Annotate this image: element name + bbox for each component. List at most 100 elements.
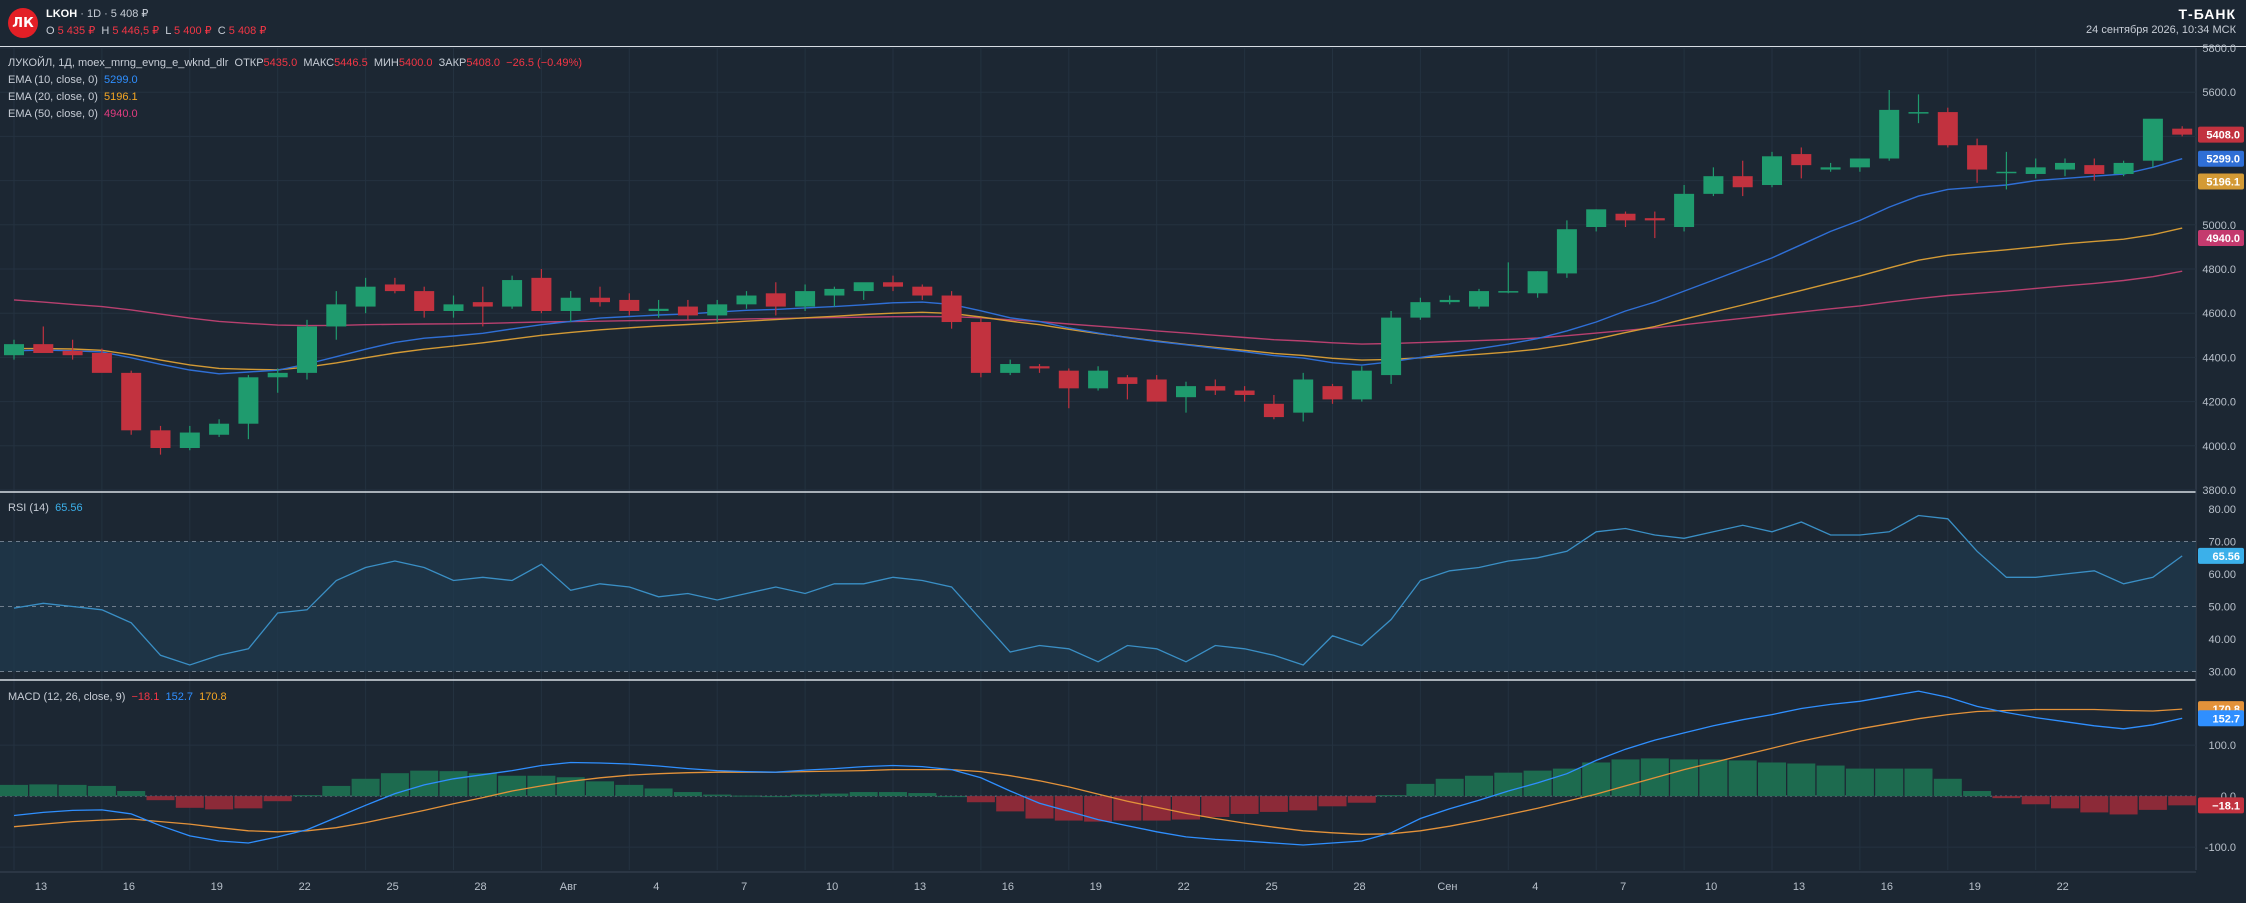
candle-body [970,322,991,373]
rsi-line [13,514,2183,666]
macd-tick-label: -100.0 [2205,842,2236,854]
macd-hist-bar [966,796,995,803]
ema20-tag: 5196.1 [2206,176,2240,188]
candle-body [707,304,728,316]
macd-hist-bar [820,793,849,797]
rsi-label: RSI (14) [8,502,49,514]
rsi-tag: 65.56 [2212,551,2240,563]
time-tick-label: 28 [1353,881,1365,893]
candle-body [736,295,757,305]
time-tick-label: 7 [1620,881,1626,893]
macd-hist-bar [1377,795,1406,797]
last-price-tag: 5408.0 [2206,130,2240,142]
change-value: −26.5 (−0.49%) [506,57,582,69]
candle-body [795,291,816,307]
candle-body [912,286,933,296]
candle-body [2172,128,2193,135]
timeframe[interactable]: · 1D · [80,8,108,20]
header-datetime: 24 сентября 2026, 10:34 МСК [2086,24,2236,36]
open-label: ОТКР [234,57,264,69]
macd-label: MACD (12, 26, close, 9) [8,691,126,703]
candle-body [1703,176,1724,194]
candle-body [883,282,903,287]
candle-body [1088,370,1109,389]
ema10-value: 5299.0 [104,74,138,86]
ema50-legend[interactable]: EMA (50, close, 0) 4940.0 [8,108,138,120]
macd-hist-bar [293,795,321,797]
price-legend[interactable]: ЛУКОЙЛ, 1Д, moex_mrng_evng_e_wknd_dlr ОТ… [8,57,582,69]
candle-body [1234,390,1255,395]
macd-hist-bar [644,788,673,797]
time-tick-label: 19 [1090,881,1102,893]
ema10-tag: 5299.0 [2206,154,2240,166]
rsi-legend[interactable]: RSI (14) 65.56 [8,502,83,514]
time-tick-label: 28 [474,881,486,893]
candle-body [1615,213,1636,221]
candle-body [1381,317,1402,376]
candle-body [648,308,669,311]
candle-body [150,430,171,449]
macd-hist-bar [1230,796,1259,814]
time-tick-label: 19 [1969,881,1981,893]
macd-hist-bar [1113,796,1142,821]
macd-hist-bar [1787,763,1816,797]
candle-body [1762,156,1782,186]
time-tick-label: Сен [1437,881,1457,893]
macd-hist-bar [1758,762,1786,797]
candle-body [1351,370,1372,400]
ohlc-low-value: 5 400 ₽ [174,25,212,37]
rsi-tag-bg [2198,547,2244,564]
candle-body [1527,271,1548,294]
time-tick-label: 13 [1793,881,1805,893]
price-tick-label: 4600.0 [2202,308,2236,320]
candle-body [1058,370,1079,389]
time-tick-label: 16 [1881,881,1893,893]
candle-body [1791,154,1812,166]
rsi-tick-label: 80.00 [2208,504,2236,516]
candle-body [2113,162,2134,174]
time-tick-label: 13 [914,881,926,893]
macd-hist-bar [146,796,175,801]
time-tick-label: Авг [560,881,577,893]
logo-text: ЛК [12,15,34,31]
ema50-tag-bg [2198,230,2244,247]
time-tick-label: 25 [1265,881,1277,893]
ema20-legend[interactable]: EMA (20, close, 0) 5196.1 [8,91,138,103]
candle-body [502,280,523,307]
time-tick-label: 4 [653,881,659,893]
macd-legend[interactable]: MACD (12, 26, close, 9) −18.1 152.7 170.… [8,691,227,703]
candle-body [531,277,552,311]
macd-hist-bar [586,781,614,797]
time-tick-label: 16 [1002,881,1014,893]
company-logo[interactable]: ЛК [8,8,38,38]
ema50-label: EMA (50, close, 0) [8,108,98,120]
macd-hist-bar [1904,768,1933,797]
candle-body [1674,193,1695,228]
candle-body [1820,167,1841,170]
macd-line-tag-bg [2198,710,2244,727]
macd-hist-bar [1816,765,1845,797]
candle-body [1029,366,1050,369]
candle-body [1176,386,1196,398]
macd-hist-bar [1347,796,1376,803]
candle-body [2142,118,2163,161]
macd-hist-bar [205,796,234,810]
candle-body [1732,176,1753,188]
candle-body [91,352,112,373]
macd-hist-bar [2021,796,2050,805]
ema10-legend[interactable]: EMA (10, close, 0) 5299.0 [8,74,138,86]
macd-tick-label: 100.0 [2208,740,2236,752]
price-tick-label: 4000.0 [2202,441,2236,453]
macd-hist-bar [1552,768,1581,797]
macd-hist-bar [937,796,966,798]
candle-body [1439,299,1460,303]
candle-body [2025,167,2046,174]
macd-hist-bar [1406,783,1435,797]
ticker-symbol[interactable]: LKOH [46,8,78,20]
top-bar: ЛК LKOH · 1D · 5 408 ₽ O 5 435 ₽ H 5 446… [0,0,2246,47]
price-tick-label: 3800.0 [2202,485,2236,497]
ohlc-close-label: C [217,25,226,37]
macd-hist-bar [87,785,116,797]
candle-body [1146,379,1167,402]
